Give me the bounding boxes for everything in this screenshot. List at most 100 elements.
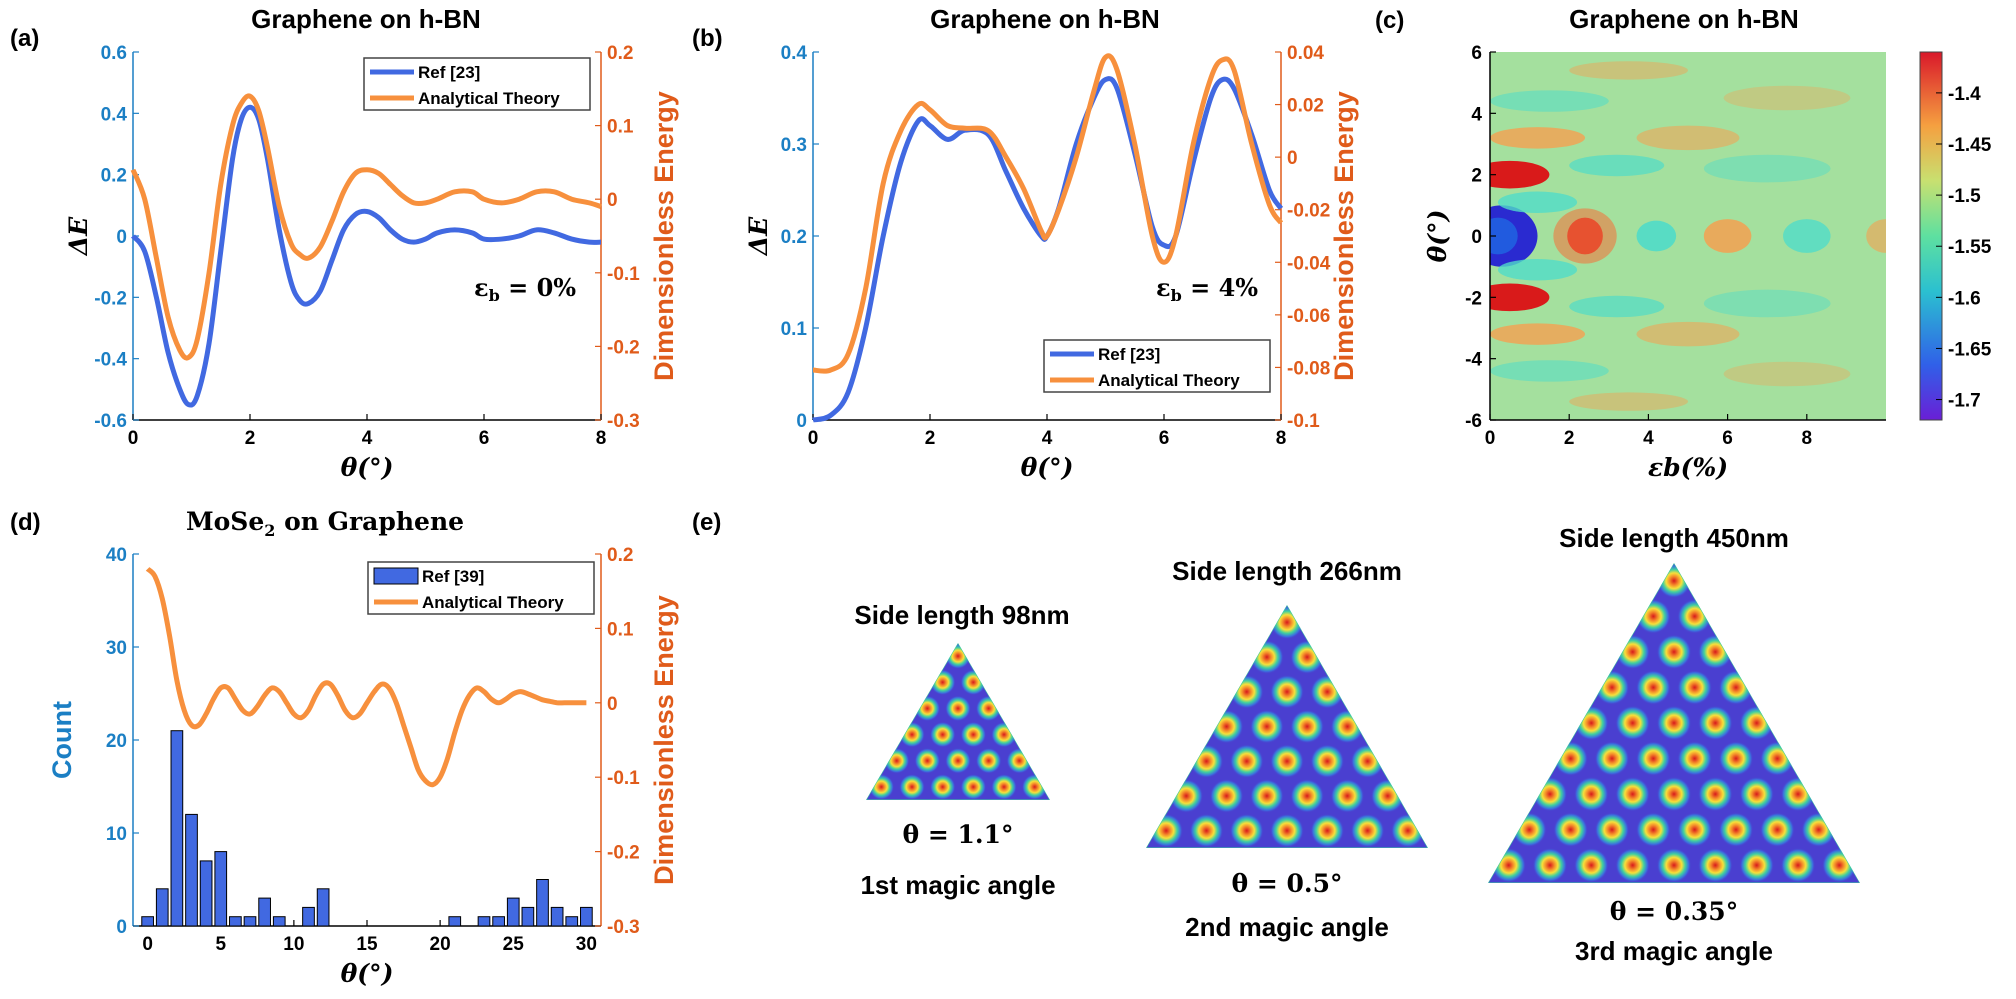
- moire-spot: [1553, 741, 1589, 776]
- right-y-axis-label: Dimensionless Energy: [649, 595, 679, 885]
- moire-spot: [991, 774, 1017, 800]
- left-y-tick-label: -0.4: [94, 350, 127, 371]
- right-y-axis-label: Dimensionless Energy: [649, 91, 679, 381]
- panel-a-legend: Ref [23] Analytical Theory: [363, 57, 591, 111]
- moire-spot: [1209, 709, 1244, 744]
- panel-b-title: Graphene on h-BN: [930, 4, 1160, 34]
- x-tick-label: 25: [503, 934, 525, 955]
- moire-spot: [1635, 741, 1671, 776]
- histogram-bar: [521, 906, 535, 927]
- triangle-3-title: Side length 450nm: [1559, 523, 1789, 553]
- panel-label-d: (d): [10, 509, 41, 536]
- histogram-bar: [580, 906, 593, 927]
- histogram-bar: [141, 916, 154, 927]
- left-y-tick-label: 0.2: [781, 227, 807, 248]
- moire-spot: [1780, 847, 1816, 883]
- panel-a-title: Graphene on h-BN: [251, 4, 481, 34]
- moire-spot: [1350, 744, 1385, 779]
- moire-spot: [960, 669, 987, 696]
- moire-spot: [1635, 670, 1671, 705]
- right-y-tick-label: 0.2: [607, 43, 633, 64]
- right-y-tick-label: 0: [607, 190, 618, 211]
- moire-spot: [1697, 705, 1733, 741]
- moire-spot: [1821, 847, 1857, 883]
- moire-spot: [1656, 847, 1692, 883]
- moire-spot: [1310, 813, 1345, 848]
- moire-spot: [1677, 741, 1713, 776]
- right-y-tick-label: 0.1: [607, 117, 634, 138]
- panel-a-legend-theory: Analytical Theory: [418, 89, 560, 108]
- y-tick-label: 2: [1471, 166, 1482, 187]
- moire-triangle-3: [1488, 563, 1860, 883]
- colorbar: [1919, 51, 1943, 421]
- moire-spot: [1697, 847, 1733, 883]
- x-tick-label: 8: [596, 428, 607, 449]
- moire-spot: [945, 747, 971, 774]
- triangle-2-angle: θ = 0.5°: [1231, 869, 1342, 898]
- moire-spot: [929, 669, 956, 696]
- moire-spot: [1370, 779, 1405, 813]
- histogram-bar: [448, 916, 462, 927]
- heatmap-feature: [1490, 217, 1518, 255]
- moire-spot: [1759, 812, 1795, 848]
- panel-b-legend-ref: Ref [23]: [1098, 345, 1160, 364]
- right-y-tick-label: 0: [607, 694, 618, 715]
- heatmap-feature: [1783, 219, 1831, 253]
- left-y-tick-label: 0.3: [781, 135, 807, 156]
- moire-spot: [1635, 598, 1671, 634]
- panel-a-legend-ref: Ref [23]: [418, 63, 480, 82]
- moire-spot: [1270, 605, 1304, 640]
- moire-spot: [914, 747, 941, 774]
- moire-spot: [1739, 776, 1775, 812]
- moire-spot: [1270, 813, 1304, 848]
- moire-spot: [1739, 847, 1775, 883]
- x-axis-label: θ(°): [341, 959, 394, 988]
- panel-c-title: Graphene on h-BN: [1569, 4, 1799, 34]
- moire-spot: [960, 774, 987, 800]
- moire-spot: [1169, 779, 1204, 813]
- histogram-bar: [155, 888, 169, 927]
- left-y-tick-label: 20: [106, 731, 127, 752]
- right-y-tick-label: -0.1: [1287, 411, 1320, 432]
- moire-spot: [1310, 744, 1345, 779]
- moire-spot: [1350, 813, 1385, 848]
- histogram-bar: [492, 916, 505, 927]
- moire-spot: [1290, 640, 1325, 674]
- moire-spot: [1718, 741, 1754, 776]
- x-tick-label: 8: [1802, 428, 1813, 449]
- histogram-bar: [536, 879, 549, 927]
- colorbar-tick-label: -1.45: [1948, 135, 1992, 156]
- heatmap-feature: [1490, 90, 1609, 112]
- heatmap-feature: [1703, 219, 1752, 253]
- panel-d-legend-theory: Analytical Theory: [422, 593, 564, 612]
- histogram-bar: [258, 897, 271, 927]
- histogram-bar: [550, 906, 564, 927]
- heatmap-feature: [1723, 85, 1851, 111]
- series-line-analytical-theory: [145, 566, 587, 788]
- moire-spot: [914, 695, 941, 722]
- moire-spot: [1249, 709, 1284, 744]
- left-y-tick-label: 0: [116, 227, 127, 248]
- moire-spot: [1511, 812, 1547, 848]
- histogram-bar: [302, 906, 315, 927]
- moire-spot: [1006, 747, 1033, 774]
- panel-d-legend: Ref [39] Analytical Theory: [367, 561, 595, 615]
- moire-spot: [1739, 705, 1775, 741]
- heatmap-feature: [1636, 220, 1677, 252]
- x-axis-label: θ(°): [1021, 453, 1074, 482]
- moire-spot: [1677, 670, 1713, 705]
- right-y-tick-label: -0.3: [607, 411, 640, 432]
- moire-spot: [1615, 776, 1651, 812]
- heatmap-feature: [1703, 289, 1831, 318]
- moire-spot: [1021, 774, 1048, 800]
- colorbar-tick-label: -1.65: [1948, 339, 1992, 360]
- moire-spot: [1209, 779, 1244, 813]
- x-tick-label: 2: [1564, 428, 1575, 449]
- right-y-tick-label: -0.08: [1287, 358, 1330, 379]
- right-y-tick-label: -0.3: [607, 917, 640, 938]
- x-axis-label: εb(%): [1648, 453, 1728, 482]
- x-tick-label: 0: [142, 934, 153, 955]
- moire-spot: [1697, 634, 1733, 670]
- panel-b-chart: Graphene on h-BN 0 2 4 6 8 0 0.1 0.2 0.3 0.4 -0.1 -…: [744, 4, 1359, 482]
- moire-spot: [1189, 813, 1224, 848]
